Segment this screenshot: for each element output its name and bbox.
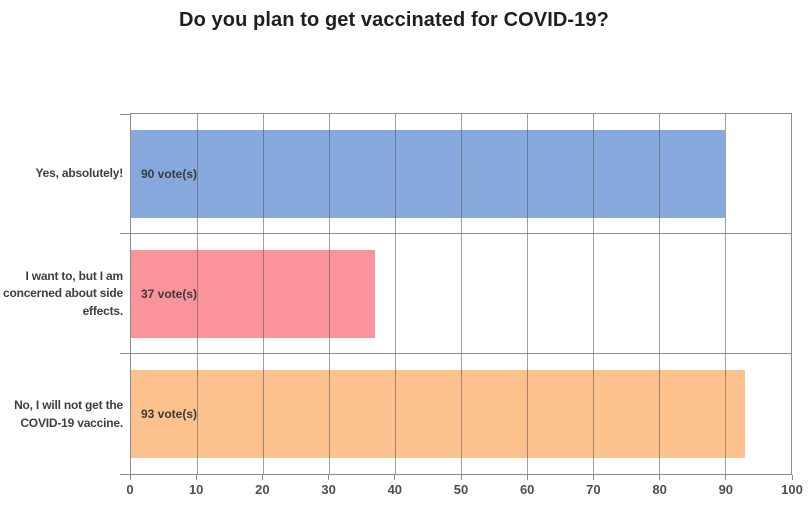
category-label: Yes, absolutely!	[35, 165, 123, 180]
y-tick-mark	[120, 233, 130, 235]
gridline	[724, 114, 726, 474]
x-tick-mark	[526, 475, 528, 480]
bar-value-label: 37 vote(s)	[141, 286, 198, 301]
category-label: I want to, but I am concerned about side…	[2, 268, 123, 318]
category-label: No, I will not get the COVID-19 vaccine.	[14, 398, 123, 430]
x-tick-mark	[129, 475, 131, 480]
gridline	[526, 114, 528, 474]
chart-title: Do you plan to get vaccinated for COVID-…	[179, 9, 609, 31]
x-tick-mark	[328, 475, 330, 480]
x-tick-label: 20	[255, 482, 270, 497]
gridline	[592, 114, 594, 474]
plot-area: 90 vote(s) 37 vote(s) 93 vote(s)	[120, 113, 792, 475]
gridline	[196, 114, 198, 474]
x-tick-mark	[592, 475, 594, 480]
y-tick-mark	[120, 473, 130, 475]
x-tick-mark	[195, 475, 197, 480]
x-tick-label: 40	[387, 482, 403, 497]
bar-row: 93 vote(s)	[131, 354, 791, 474]
x-tick-label: 10	[188, 482, 204, 497]
x-tick-label: 30	[321, 482, 336, 497]
x-tick-label: 0	[126, 482, 134, 497]
x-tick-label: 70	[586, 482, 601, 497]
bar-value-label: 93 vote(s)	[141, 406, 198, 421]
x-tick-mark	[261, 475, 263, 480]
category-axis: Yes, absolutely! I want to, but I am con…	[2, 113, 123, 475]
gridline	[394, 114, 396, 474]
bar-row: 37 vote(s)	[131, 234, 791, 354]
x-tick-label: 80	[652, 482, 667, 497]
x-axis: 0 10 20 30 40 50 60 70 80 90 100	[126, 475, 803, 501]
bar: 37 vote(s)	[131, 249, 376, 338]
bar-row: 90 vote(s)	[131, 114, 791, 234]
x-tick-label: 90	[718, 482, 734, 497]
x-tick-mark	[659, 475, 661, 480]
y-tick-mark	[120, 113, 130, 115]
x-tick-mark	[791, 475, 793, 480]
gridline	[658, 114, 660, 474]
x-tick-label: 60	[519, 482, 535, 497]
x-tick-mark	[725, 475, 727, 480]
bar-rows: 90 vote(s) 37 vote(s) 93 vote(s)	[131, 114, 791, 474]
x-tick-mark	[394, 475, 396, 480]
bar: 90 vote(s)	[131, 129, 725, 218]
bar-value-label: 90 vote(s)	[141, 166, 198, 181]
bar: 93 vote(s)	[131, 369, 745, 458]
gridline	[460, 114, 462, 474]
gridline	[328, 114, 330, 474]
x-tick-label: 100	[781, 482, 803, 497]
gridline	[262, 114, 264, 474]
x-tick-label: 50	[453, 482, 469, 497]
y-tick-mark	[120, 353, 130, 355]
x-tick-mark	[460, 475, 462, 480]
